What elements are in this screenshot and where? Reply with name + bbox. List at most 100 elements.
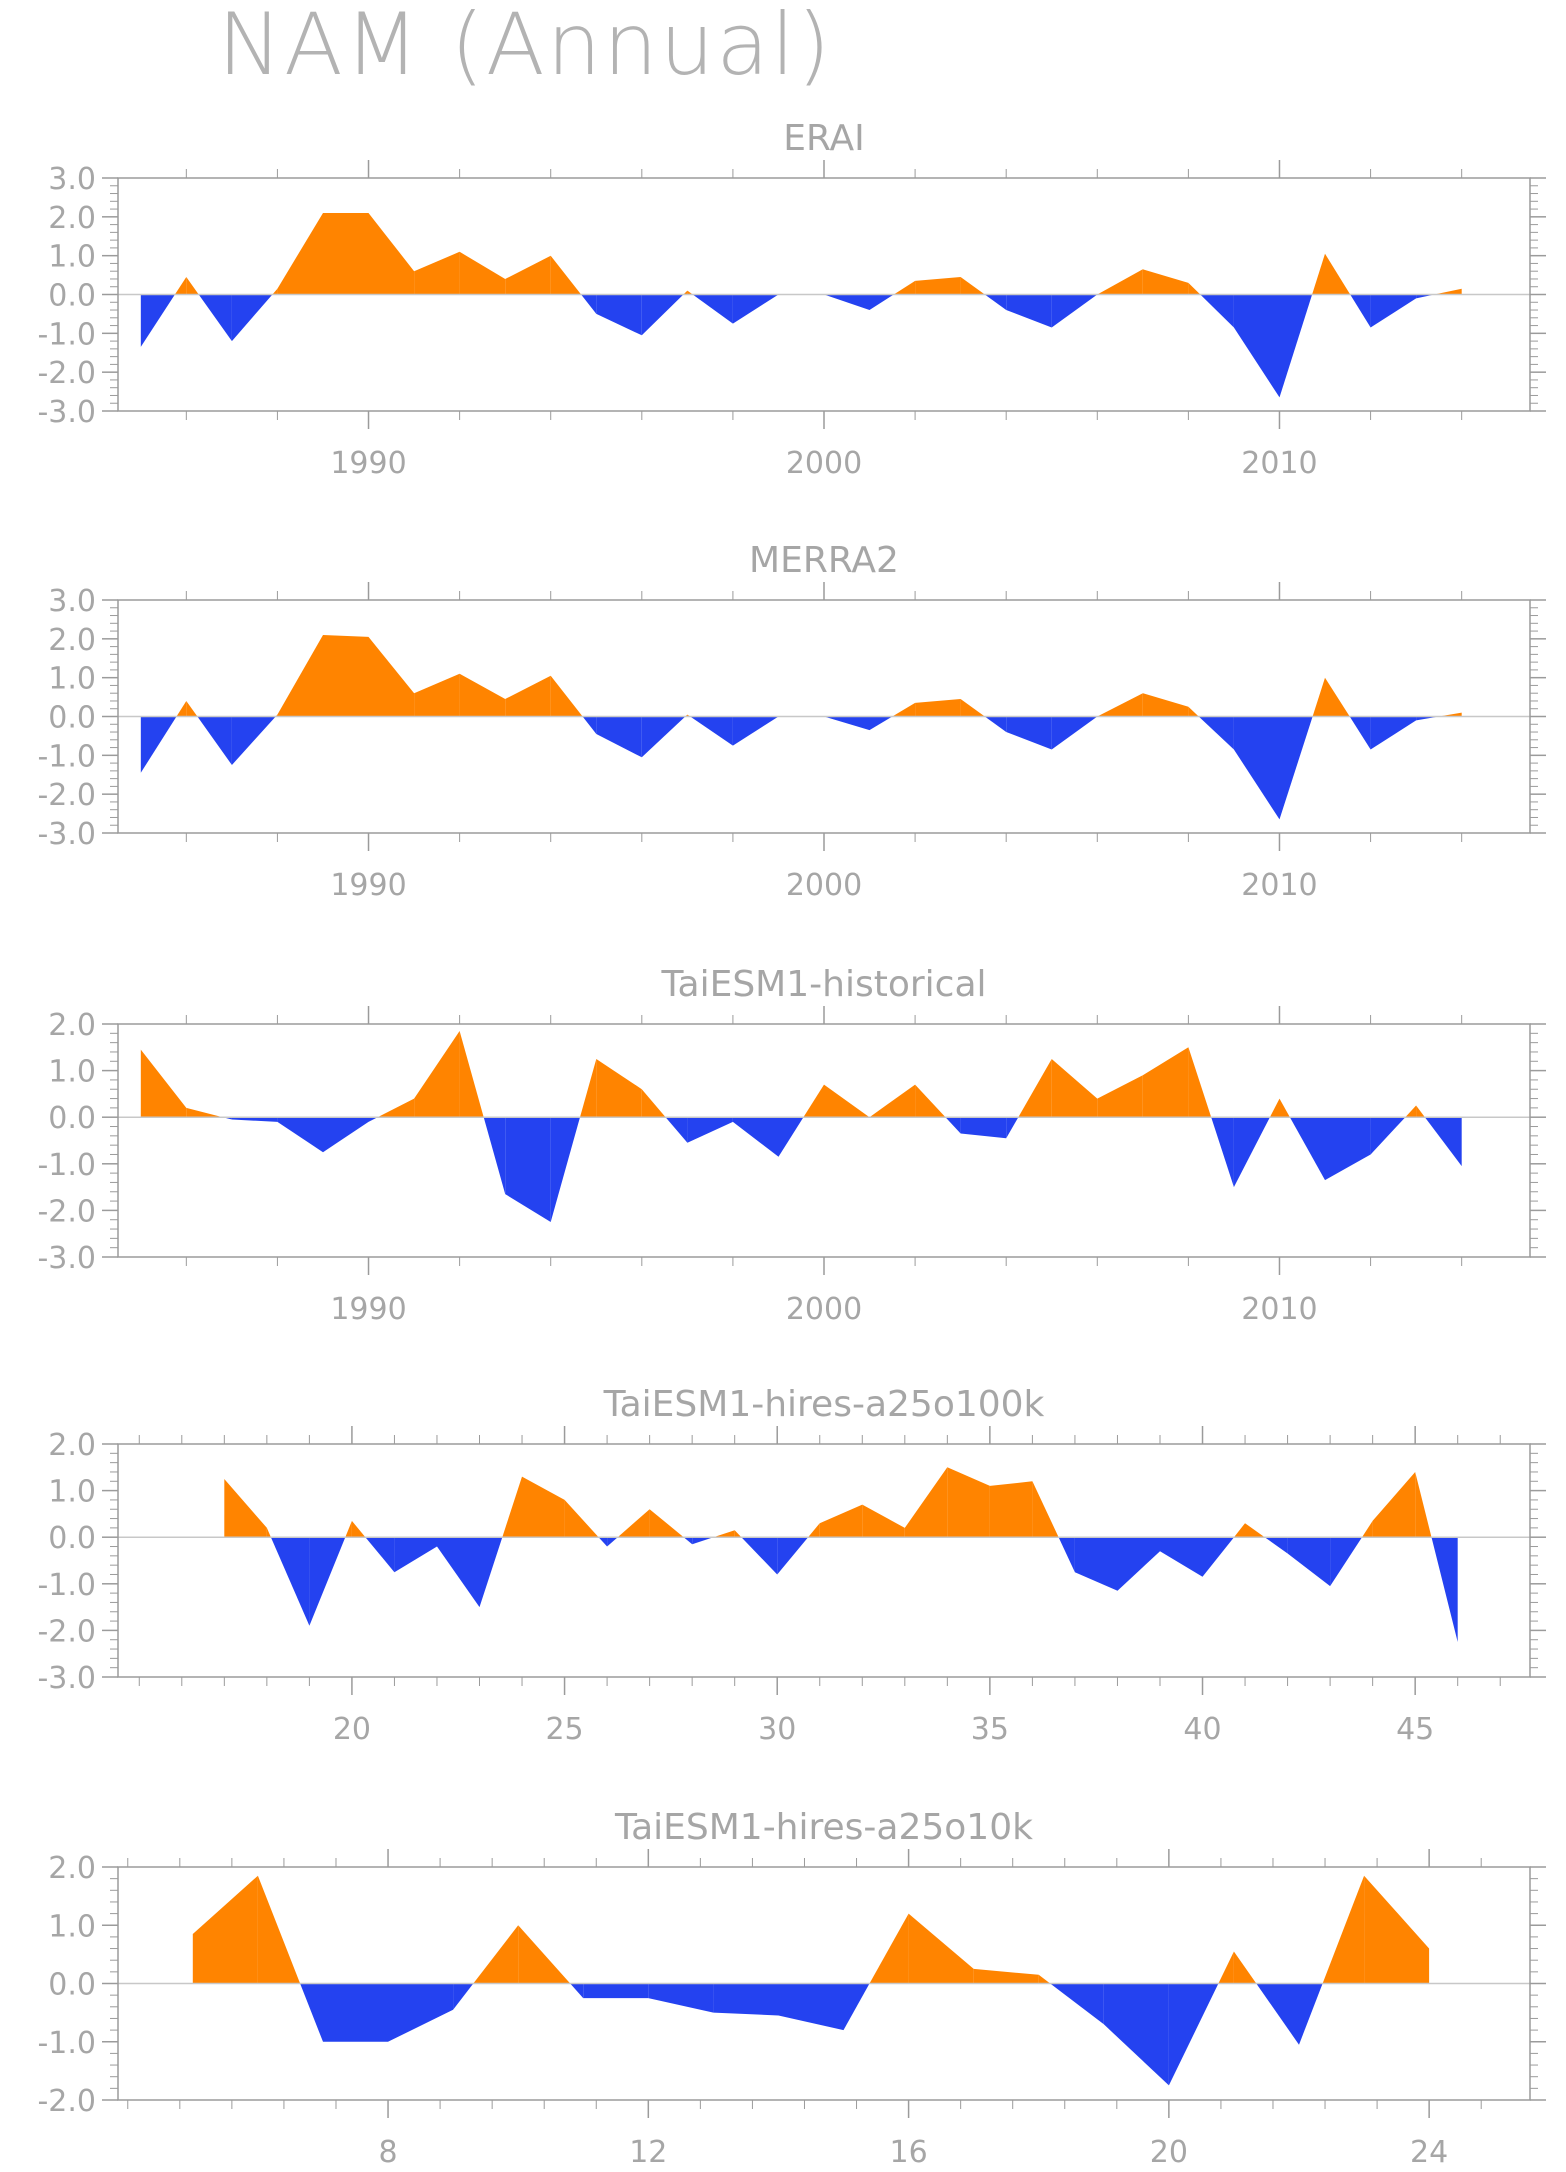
positive-area	[1142, 269, 1189, 295]
positive-area	[277, 213, 323, 295]
positive-area	[596, 1059, 642, 1118]
negative-area	[581, 294, 597, 314]
negative-area	[1006, 294, 1052, 328]
y-tick-label: -1.0	[37, 739, 96, 774]
negative-area	[598, 1537, 608, 1547]
positive-area	[564, 1499, 599, 1538]
positive-area	[174, 277, 187, 295]
positive-area	[1233, 1951, 1257, 1984]
positive-area	[1018, 1059, 1052, 1118]
negative-area	[683, 1537, 693, 1545]
y-tick-label: -1.0	[37, 317, 96, 352]
positive-area	[869, 1913, 909, 1984]
main-title: NAM (Annual)	[217, 0, 833, 95]
positive-area	[803, 1084, 824, 1118]
y-tick-label: -1.0	[37, 1568, 96, 1603]
chart-panel-4: TaiESM1-hires-a25o100k -3.0 -2.0 -1.0 0.0 1.0…	[37, 1384, 1546, 1747]
negative-area	[1416, 294, 1435, 299]
negative-area	[692, 1537, 714, 1545]
positive-area	[186, 277, 199, 295]
y-tick-label: 2.0	[48, 1008, 96, 1043]
positive-area	[947, 1467, 990, 1538]
positive-area	[713, 1530, 735, 1538]
negative-area	[197, 716, 232, 765]
positive-area	[505, 255, 551, 295]
negative-area	[692, 294, 733, 324]
positive-area	[345, 1520, 352, 1538]
positive-area	[1438, 712, 1462, 717]
positive-area	[140, 1049, 187, 1118]
x-tick-label: 20	[1150, 2135, 1188, 2170]
negative-area	[323, 1983, 388, 2042]
negative-area	[140, 294, 175, 347]
positive-area	[892, 702, 916, 717]
positive-area	[522, 1476, 565, 1538]
positive-area	[1322, 1875, 1365, 1984]
negative-area	[1006, 1117, 1019, 1139]
y-tick-label: 3.0	[48, 584, 96, 619]
y-tick-label: 2.0	[48, 201, 96, 236]
negative-area	[453, 1983, 474, 2010]
positive-area	[414, 673, 460, 717]
positive-area	[1325, 253, 1351, 295]
positive-area	[915, 1084, 946, 1118]
positive-area	[323, 635, 369, 717]
x-tick-label: 2000	[786, 868, 862, 903]
positive-area	[368, 213, 415, 295]
positive-area	[186, 1107, 223, 1118]
negative-area	[1279, 716, 1313, 820]
chart-panel-1: ERAI -3.0 -2.0 -1.00.0 1.0 2.0 3.0 1990 2000 2010	[37, 118, 1546, 481]
negative-area	[231, 1117, 278, 1122]
positive-area	[257, 1875, 301, 1984]
negative-area	[1370, 294, 1417, 328]
negative-area	[231, 294, 273, 342]
y-tick-label: 0.0	[48, 701, 96, 736]
negative-area	[300, 1983, 323, 2042]
negative-area	[843, 1983, 870, 2031]
positive-area	[1142, 1047, 1189, 1118]
negative-area	[1289, 1117, 1325, 1181]
chart-panel-5: TaiESM1-hires-a25o10k -2.0 -1.0 0.0 1.0 2.0 8 1…	[37, 1807, 1546, 2170]
negative-area	[437, 1537, 480, 1608]
y-tick-label: -2.0	[37, 778, 96, 813]
positive-area	[1245, 1523, 1265, 1538]
negative-area	[505, 1117, 551, 1222]
positive-area	[473, 1925, 519, 1984]
positive-area	[824, 1084, 870, 1118]
y-tick-label: 3.0	[48, 162, 96, 197]
positive-area	[915, 277, 961, 295]
x-tick-label: 2010	[1241, 446, 1317, 481]
negative-area	[596, 294, 642, 336]
negative-area	[778, 1983, 844, 2031]
x-tick-label: 12	[629, 2135, 667, 2170]
positive-area	[1234, 1523, 1245, 1538]
negative-area	[960, 1117, 1007, 1139]
chart-title: ERAI	[783, 118, 865, 159]
positive-area	[502, 1476, 522, 1538]
positive-area	[377, 1098, 415, 1118]
positive-area	[580, 1059, 597, 1118]
positive-area	[1188, 282, 1201, 295]
positive-area	[1097, 693, 1143, 717]
negative-area	[665, 1117, 688, 1143]
y-tick-label: -2.0	[37, 1194, 96, 1229]
negative-area	[1256, 1983, 1299, 2045]
positive-area	[893, 280, 916, 295]
negative-area	[1233, 716, 1280, 820]
negative-area	[323, 1117, 369, 1153]
negative-area	[1202, 1537, 1234, 1577]
chart-title: TaiESM1-hires-a25o100k	[603, 1384, 1045, 1425]
chart-panel-2: MERRA2 -3.0 -2.0 -1.00.0 1.0 2.0 3.0 1990 2000 20…	[37, 540, 1546, 903]
y-tick-label: -3.0	[37, 817, 96, 852]
negative-area	[550, 1117, 580, 1222]
y-tick-label: 2.0	[48, 1428, 96, 1463]
negative-area	[984, 716, 1007, 732]
y-tick-label: -2.0	[37, 1614, 96, 1649]
chart-title: MERRA2	[749, 540, 899, 581]
negative-area	[1160, 1537, 1203, 1577]
negative-area	[1074, 1537, 1118, 1591]
negative-area	[368, 1117, 378, 1122]
positive-area	[1032, 1481, 1059, 1538]
negative-area	[596, 716, 642, 758]
